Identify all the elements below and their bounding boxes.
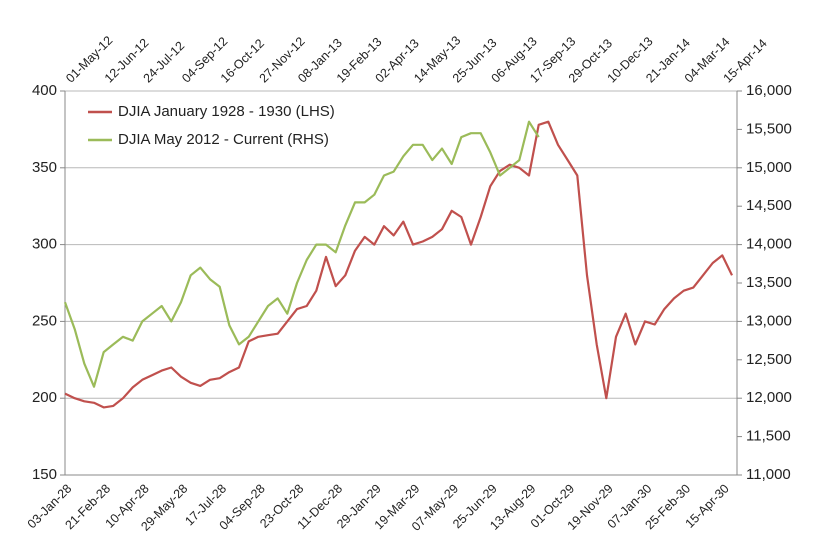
y-tick-label: 250 bbox=[32, 312, 57, 329]
y2-tick-label: 16,000 bbox=[746, 82, 792, 99]
y2-tick-label: 15,000 bbox=[746, 159, 792, 176]
y2-tick-label: 11,000 bbox=[746, 466, 791, 483]
y2-tick-label: 14,000 bbox=[746, 236, 792, 253]
y2-tick-label: 12,500 bbox=[746, 351, 792, 368]
y2-tick-label: 12,000 bbox=[746, 389, 792, 406]
y2-tick-label: 13,500 bbox=[746, 274, 792, 291]
y2-tick-label: 15,500 bbox=[746, 120, 792, 137]
y-tick-label: 300 bbox=[32, 236, 57, 253]
y-tick-label: 400 bbox=[32, 82, 57, 99]
y-tick-label: 350 bbox=[32, 159, 57, 176]
series-line bbox=[64, 120, 733, 409]
legend-label: DJIA May 2012 - Current (RHS) bbox=[118, 131, 329, 148]
legend-label: DJIA January 1928 - 1930 (LHS) bbox=[118, 103, 335, 120]
y-tick-label: 150 bbox=[32, 466, 57, 483]
y2-tick-label: 14,500 bbox=[746, 197, 792, 214]
y2-tick-label: 13,000 bbox=[746, 312, 792, 329]
y-tick-label: 200 bbox=[32, 389, 57, 406]
y2-tick-label: 11,500 bbox=[746, 428, 791, 445]
series-line bbox=[63, 120, 540, 388]
